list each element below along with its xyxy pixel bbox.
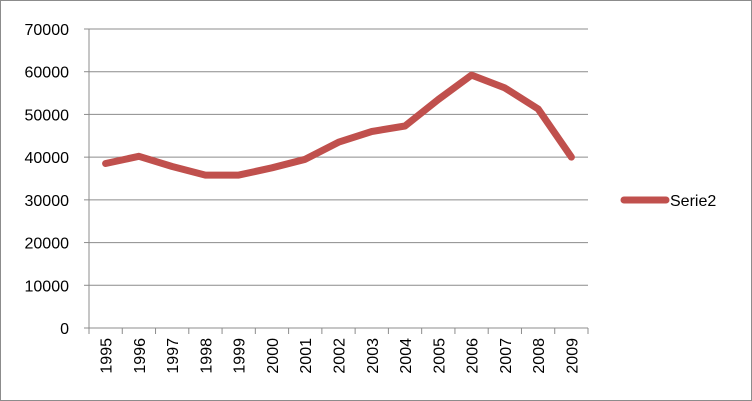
legend-label-serie2: Serie2 [670,193,716,210]
x-tick-label-1995: 1995 [99,338,116,374]
x-tick-label-2004: 2004 [398,338,415,374]
gridlines [84,28,588,329]
y-tick-label-40000: 40000 [25,150,70,167]
x-tick-label-2007: 2007 [498,338,515,374]
y-tick-label-10000: 10000 [25,278,70,295]
y-tick-label-50000: 50000 [25,107,70,124]
x-tick-label-2001: 2001 [298,338,315,374]
y-tick-label-70000: 70000 [25,22,70,39]
x-tick-label-2002: 2002 [332,338,349,374]
x-tick-label-1999: 1999 [232,338,249,374]
y-tick-label-0: 0 [60,321,69,338]
y-tick-label-30000: 30000 [25,193,70,210]
y-tick-label-20000: 20000 [25,236,70,253]
legend: Serie2 [620,193,716,210]
y-axis-tick-labels: 0 10000 20000 30000 40000 50000 60000 70000 [25,22,70,338]
y-tick-label-60000: 60000 [25,65,70,82]
x-tick-label-2003: 2003 [365,338,382,374]
x-tick-label-2008: 2008 [531,338,548,374]
x-tick-label-2009: 2009 [564,338,581,374]
x-tick-label-2006: 2006 [465,338,482,374]
series-line-serie2 [102,71,575,179]
x-tick-label-2005: 2005 [431,338,448,374]
series-group [102,71,575,179]
x-axis-tick-labels: 1995 1996 1997 1998 1999 2000 2001 2002 2003 2004… [99,338,582,374]
x-tick-label-1998: 1998 [198,338,215,374]
x-tick-label-1996: 1996 [132,338,149,374]
axes [88,29,589,334]
x-tick-label-2000: 2000 [265,338,282,374]
x-tick-label-1997: 1997 [165,338,182,374]
